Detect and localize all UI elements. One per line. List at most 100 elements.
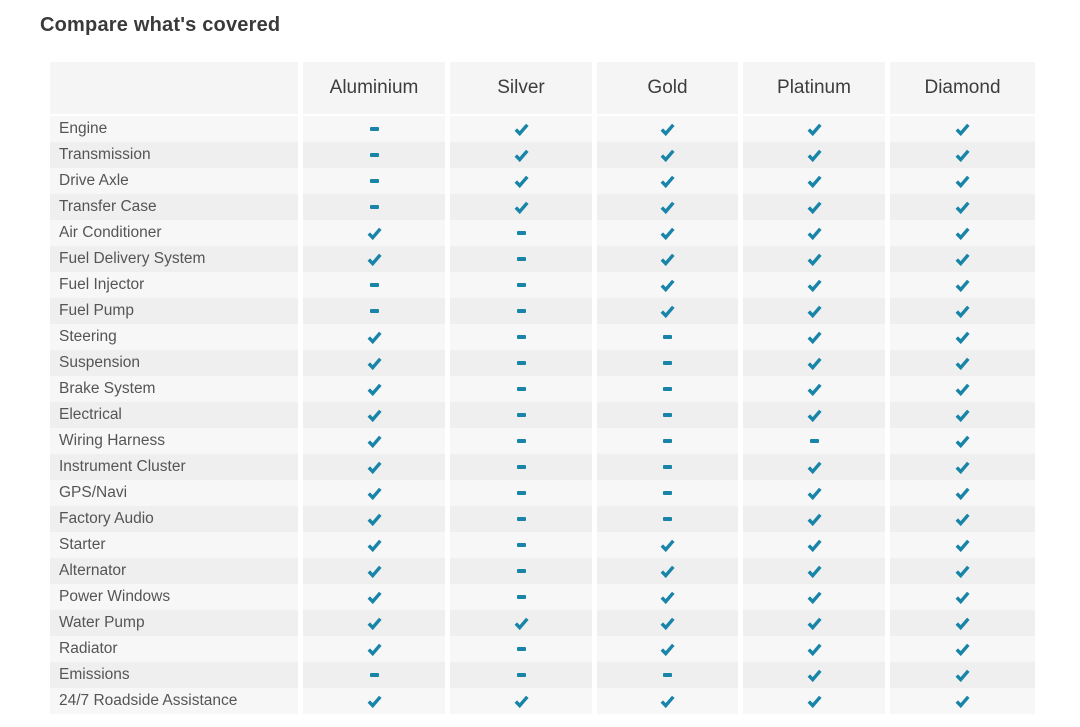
dash-icon <box>809 439 819 443</box>
check-icon <box>514 617 529 630</box>
check-icon <box>807 617 822 630</box>
table-row: Brake System <box>50 376 1035 402</box>
check-icon <box>367 643 382 656</box>
check-icon <box>807 149 822 162</box>
not-covered-cell <box>597 350 738 376</box>
check-icon <box>807 331 822 344</box>
not-covered-cell <box>450 376 592 402</box>
dash-icon <box>516 517 526 521</box>
dash-icon <box>663 517 672 521</box>
row-label: Air Conditioner <box>50 220 298 246</box>
table-row: Instrument Cluster <box>50 454 1035 480</box>
check-icon <box>660 279 675 292</box>
covered-cell <box>303 558 445 584</box>
table-row: Fuel Injector <box>50 272 1035 298</box>
covered-cell <box>450 116 592 142</box>
not-covered-cell <box>450 402 592 428</box>
check-icon <box>955 565 970 578</box>
covered-cell <box>450 610 592 636</box>
not-covered-cell <box>450 506 592 532</box>
check-icon <box>514 175 529 188</box>
not-covered-cell <box>303 194 445 220</box>
covered-cell <box>597 168 738 194</box>
row-label: Drive Axle <box>50 168 298 194</box>
check-icon <box>955 279 970 292</box>
covered-cell <box>597 558 738 584</box>
covered-cell <box>890 272 1035 298</box>
dash-icon <box>369 153 379 157</box>
not-covered-cell <box>303 168 445 194</box>
covered-cell <box>743 532 885 558</box>
covered-cell <box>743 116 885 142</box>
covered-cell <box>743 454 885 480</box>
row-label: Wiring Harness <box>50 428 298 454</box>
covered-cell <box>890 350 1035 376</box>
dash-icon <box>516 491 526 495</box>
check-icon <box>367 617 382 630</box>
check-icon <box>514 201 529 214</box>
not-covered-cell <box>450 558 592 584</box>
column-header-diamond: Diamond <box>890 62 1035 114</box>
covered-cell <box>597 584 738 610</box>
covered-cell <box>303 636 445 662</box>
not-covered-cell <box>450 454 592 480</box>
check-icon <box>660 201 675 214</box>
covered-cell <box>743 168 885 194</box>
row-label: Engine <box>50 116 298 142</box>
dash-icon <box>516 543 526 547</box>
check-icon <box>367 565 382 578</box>
covered-cell <box>597 532 738 558</box>
not-covered-cell <box>597 662 738 688</box>
covered-cell <box>303 688 445 714</box>
check-icon <box>660 539 675 552</box>
check-icon <box>955 539 970 552</box>
covered-cell <box>303 376 445 402</box>
dash-icon <box>516 257 526 261</box>
check-icon <box>955 617 970 630</box>
covered-cell <box>890 506 1035 532</box>
covered-cell <box>890 194 1035 220</box>
covered-cell <box>303 532 445 558</box>
covered-cell <box>303 610 445 636</box>
not-covered-cell <box>450 662 592 688</box>
covered-cell <box>890 480 1035 506</box>
not-covered-cell <box>450 246 592 272</box>
dash-icon <box>516 335 526 339</box>
covered-cell <box>303 454 445 480</box>
covered-cell <box>890 454 1035 480</box>
row-label: Power Windows <box>50 584 298 610</box>
covered-cell <box>597 246 738 272</box>
check-icon <box>807 643 822 656</box>
check-icon <box>807 409 822 422</box>
check-icon <box>955 253 970 266</box>
check-icon <box>514 695 529 708</box>
header-empty-cell <box>50 62 298 114</box>
row-label: 24/7 Roadside Assistance <box>50 688 298 714</box>
not-covered-cell <box>450 220 592 246</box>
column-header-platinum: Platinum <box>743 62 885 114</box>
dash-icon <box>516 309 526 313</box>
check-icon <box>807 565 822 578</box>
check-icon <box>807 123 822 136</box>
covered-cell <box>303 584 445 610</box>
covered-cell <box>597 298 738 324</box>
table-row: Starter <box>50 532 1035 558</box>
check-icon <box>955 643 970 656</box>
check-icon <box>955 305 970 318</box>
check-icon <box>807 539 822 552</box>
table-row: Transmission <box>50 142 1035 168</box>
dash-icon <box>516 673 526 677</box>
check-icon <box>660 617 675 630</box>
not-covered-cell <box>743 428 885 454</box>
not-covered-cell <box>303 298 445 324</box>
row-label: Fuel Injector <box>50 272 298 298</box>
dash-icon <box>663 465 672 469</box>
covered-cell <box>890 584 1035 610</box>
covered-cell <box>890 532 1035 558</box>
covered-cell <box>890 636 1035 662</box>
row-label: Instrument Cluster <box>50 454 298 480</box>
not-covered-cell <box>597 480 738 506</box>
check-icon <box>807 383 822 396</box>
check-icon <box>807 357 822 370</box>
covered-cell <box>303 480 445 506</box>
